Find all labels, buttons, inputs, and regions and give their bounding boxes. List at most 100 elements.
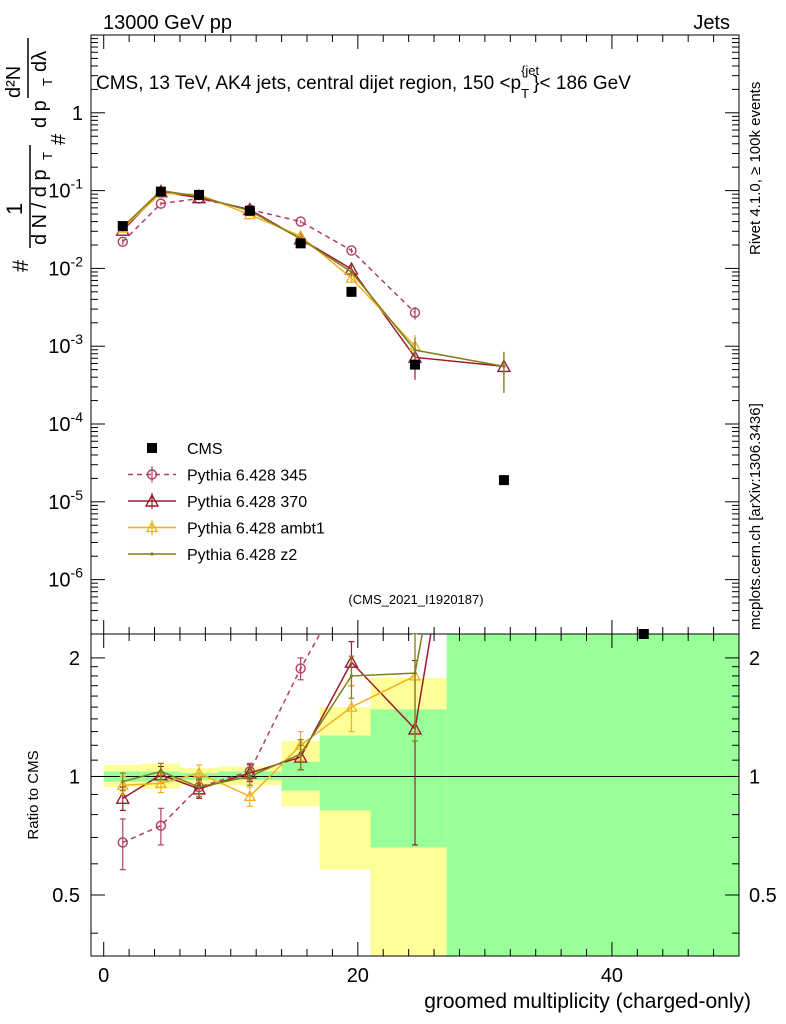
z2-ratio-point-7: [502, 193, 505, 196]
ratio-bands: [103, 634, 739, 956]
y-main-tick-base-4: 10: [48, 258, 70, 280]
y-main-tick-exp-2: -4: [71, 409, 84, 425]
y-label-dlambda: dλ: [29, 51, 51, 72]
ambt1-ratio-point-2: [192, 766, 206, 778]
z2-main-line: [122, 189, 505, 368]
y-axis-label-ratio: Ratio to CMS: [25, 750, 42, 839]
cms-point-5: [346, 286, 357, 297]
y-label-hash-left: #: [8, 259, 33, 272]
y-ratio-tick-label-right-0: 0.5: [749, 885, 777, 907]
z2-main-point-6: [413, 348, 417, 352]
y-label-dp: d p: [29, 100, 51, 128]
y-label-pt-sub-2: T: [40, 78, 55, 86]
y-ratio-tick-label-2: 2: [69, 648, 80, 670]
y-main-tick-label-0: 10-6: [48, 565, 83, 592]
legend-label-ambt1: Pythia 6.428 ambt1: [187, 521, 325, 538]
y-main-tick-base-3: 10: [48, 336, 70, 358]
plot-title: CMS, 13 TeV, AK4 jets, central dijet reg…: [96, 63, 631, 101]
plot-title-sup: {jet: [521, 63, 539, 78]
mcplots-label: mcplots.cern.ch [arXiv:1306.3436]: [747, 403, 764, 630]
z2-ratio-point-5: [349, 674, 354, 678]
plot-title-tail: }< 186 GeV: [533, 73, 631, 94]
p370-ratio-point-7: [498, 189, 510, 200]
z2-main-point-7: [502, 364, 506, 369]
legend: CMS Pythia 6.428 345 Pythia 6.428 370 Pythi…: [128, 441, 325, 564]
plot-title-sub: T: [521, 86, 529, 101]
y-main-tick-label-4: 10-2: [48, 253, 83, 280]
ambt1-main-point-5: [345, 271, 358, 283]
y-ratio-tick-label-right-2: 2: [749, 648, 760, 670]
y-main-tick-exp-3: -3: [71, 331, 84, 347]
y-main-tick-label-1: 10-5: [48, 487, 83, 514]
cms-point-boundary: [638, 629, 649, 639]
ambt1-ratio-point-1: [154, 777, 167, 789]
y-main-tick-base-2: 10: [48, 414, 70, 436]
z2-ratio-point-1: [159, 769, 163, 773]
y-label-pt-sub-1: T: [40, 152, 55, 160]
p345-ratio-point-1: [155, 820, 167, 831]
z2-ratio-point-2: [197, 785, 201, 789]
cms-point-7: [498, 475, 509, 486]
legend-marker-p345: [146, 469, 158, 480]
plot-title-main: CMS, 13 TeV, AK4 jets, central dijet reg…: [96, 73, 521, 94]
z2-ratio-point-3: [248, 774, 252, 779]
y-main-tick-exp-5: -1: [71, 176, 84, 192]
p345-main-point-4: [295, 216, 306, 227]
y-label-dN: d N / d p: [29, 169, 51, 245]
p370-ratio-point-0: [115, 790, 130, 805]
p345-ratio-point-5: [347, 573, 356, 582]
p345-main-point-5: [346, 245, 357, 256]
p345-main-point-0: [117, 236, 128, 247]
cms-point-1: [155, 186, 166, 197]
legend-marker-cms: [147, 443, 157, 453]
p345-ratio-point-0: [117, 837, 128, 848]
z2-ratio-point-4: [299, 752, 303, 756]
legend-label-cms: CMS: [187, 441, 223, 458]
y-main-tick-base-0: 10: [48, 570, 70, 592]
p345-ratio-point-6: [411, 515, 420, 524]
y-main-tick-base-5: 10: [48, 181, 70, 203]
main-plot-frame: [90, 34, 740, 635]
legend-marker-p370: [144, 493, 160, 507]
p370-main-line: [122, 190, 505, 368]
y-axis-label-main: # 1 d N / d p T # d²N d p T dλ: [2, 38, 70, 272]
z2-ratio-line: [122, 634, 424, 788]
ambt1-ratio-point-5: [345, 700, 358, 712]
y-label-hash-right: #: [48, 133, 70, 145]
p345-main-point-1: [155, 198, 167, 209]
z2-main-point-5: [349, 270, 354, 274]
z2-ratio-point-6: [413, 671, 417, 675]
main-series-group: [115, 184, 649, 634]
y-ratio-tick-label-1: 1: [69, 766, 80, 788]
ratio-series-group: [115, 189, 510, 871]
x-axis-label: groomed multiplicity (charged-only): [424, 990, 751, 1013]
y-label-d2N: d²N: [3, 66, 25, 98]
header-process: Jets: [693, 12, 730, 34]
cms-point-0: [117, 221, 128, 232]
y-ratio-tick-label-right-1: 1: [749, 766, 760, 788]
y-main-tick-label-6: 1: [72, 103, 83, 125]
x-tick-label-2: 40: [601, 965, 623, 987]
ambt1-ratio-point-3: [243, 790, 256, 802]
p345-main-point-6: [409, 307, 421, 318]
y-ratio-tick-label-0: 0.5: [52, 885, 80, 907]
legend-label-p345: Pythia 6.428 345: [187, 468, 307, 485]
legend-label-z2: Pythia 6.428 z2: [187, 547, 297, 564]
band-green-7: [446, 634, 739, 956]
cms-point-3: [244, 205, 255, 216]
z2-ratio-point-0: [121, 780, 125, 784]
y-main-tick-exp-1: -5: [71, 487, 84, 503]
band-green-6: [370, 709, 447, 848]
cms-point-6: [410, 359, 420, 370]
p345-ratio-point-4: [295, 663, 306, 674]
y-main-tick-exp-4: -2: [71, 253, 84, 269]
y-main-tick-exp-0: -6: [71, 565, 84, 581]
band-green-5: [319, 735, 371, 811]
x-tick-label-0: 0: [98, 965, 109, 987]
y-label-one: 1: [2, 203, 27, 215]
rivet-version-label: Rivet 4.1.0, ≥ 100k events: [747, 82, 764, 255]
cms-point-4: [295, 238, 306, 249]
y-main-tick-base-6: 1: [72, 103, 83, 125]
